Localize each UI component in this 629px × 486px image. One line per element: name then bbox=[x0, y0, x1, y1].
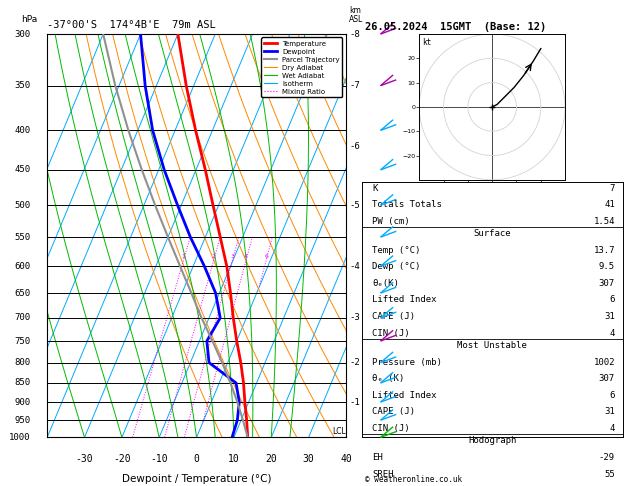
Text: 950: 950 bbox=[14, 416, 31, 425]
Text: PW (cm): PW (cm) bbox=[372, 217, 409, 226]
Text: 3: 3 bbox=[230, 254, 234, 259]
Text: -6: -6 bbox=[349, 142, 360, 151]
Text: -1: -1 bbox=[349, 398, 360, 407]
Text: 7: 7 bbox=[610, 184, 615, 192]
Text: CIN (J): CIN (J) bbox=[372, 329, 409, 338]
Legend: Temperature, Dewpoint, Parcel Trajectory, Dry Adiabat, Wet Adiabat, Isotherm, Mi: Temperature, Dewpoint, Parcel Trajectory… bbox=[261, 37, 342, 97]
Text: 500: 500 bbox=[14, 201, 31, 209]
Text: 26.05.2024  15GMT  (Base: 12): 26.05.2024 15GMT (Base: 12) bbox=[365, 21, 546, 32]
Text: 650: 650 bbox=[14, 289, 31, 297]
Text: 55: 55 bbox=[604, 469, 615, 479]
Text: 6: 6 bbox=[610, 391, 615, 400]
Text: 350: 350 bbox=[14, 81, 31, 90]
Text: Surface: Surface bbox=[474, 229, 511, 238]
Text: EH: EH bbox=[372, 453, 383, 462]
Text: -20: -20 bbox=[113, 453, 131, 464]
Text: Lifted Index: Lifted Index bbox=[372, 391, 437, 400]
Text: -4: -4 bbox=[349, 262, 360, 271]
Text: SREH: SREH bbox=[372, 469, 394, 479]
Text: 307: 307 bbox=[599, 279, 615, 288]
Text: Most Unstable: Most Unstable bbox=[457, 341, 527, 350]
Text: 9.5: 9.5 bbox=[599, 262, 615, 271]
Text: 307: 307 bbox=[599, 374, 615, 383]
Text: Dewpoint / Temperature (°C): Dewpoint / Temperature (°C) bbox=[122, 474, 271, 484]
Text: CAPE (J): CAPE (J) bbox=[372, 407, 415, 417]
Text: kt: kt bbox=[422, 38, 431, 48]
Text: -10: -10 bbox=[150, 453, 168, 464]
Text: 600: 600 bbox=[14, 262, 31, 271]
Text: Totals Totals: Totals Totals bbox=[372, 200, 442, 209]
Text: 4: 4 bbox=[610, 329, 615, 338]
Text: -29: -29 bbox=[599, 453, 615, 462]
Text: 400: 400 bbox=[14, 126, 31, 135]
Text: 1000: 1000 bbox=[9, 433, 31, 442]
Text: 300: 300 bbox=[14, 30, 31, 38]
Text: 30: 30 bbox=[303, 453, 314, 464]
Text: 2: 2 bbox=[211, 254, 216, 259]
Text: 700: 700 bbox=[14, 313, 31, 322]
Text: 13.7: 13.7 bbox=[593, 246, 615, 255]
Text: Mixing Ratio (g/kg): Mixing Ratio (g/kg) bbox=[383, 216, 392, 295]
Text: 4: 4 bbox=[610, 424, 615, 433]
Text: LCL: LCL bbox=[332, 427, 346, 436]
Text: -8: -8 bbox=[349, 30, 360, 38]
Text: 800: 800 bbox=[14, 358, 31, 367]
Text: CIN (J): CIN (J) bbox=[372, 424, 409, 433]
Text: 41: 41 bbox=[604, 200, 615, 209]
Text: -2: -2 bbox=[349, 358, 360, 367]
Text: 1.54: 1.54 bbox=[593, 217, 615, 226]
Text: θₑ (K): θₑ (K) bbox=[372, 374, 404, 383]
Text: -3: -3 bbox=[349, 313, 360, 322]
Text: 6: 6 bbox=[610, 295, 615, 304]
Text: Hodograph: Hodograph bbox=[468, 436, 516, 446]
Text: © weatheronline.co.uk: © weatheronline.co.uk bbox=[365, 474, 462, 484]
Text: K: K bbox=[372, 184, 377, 192]
Text: 550: 550 bbox=[14, 233, 31, 242]
Text: CAPE (J): CAPE (J) bbox=[372, 312, 415, 321]
Text: θₑ(K): θₑ(K) bbox=[372, 279, 399, 288]
Text: km
ASL: km ASL bbox=[349, 6, 363, 24]
Text: 450: 450 bbox=[14, 165, 31, 174]
Text: 1002: 1002 bbox=[593, 358, 615, 366]
Text: 850: 850 bbox=[14, 379, 31, 387]
Text: 900: 900 bbox=[14, 398, 31, 407]
Text: 31: 31 bbox=[604, 407, 615, 417]
Text: Lifted Index: Lifted Index bbox=[372, 295, 437, 304]
Text: 31: 31 bbox=[604, 312, 615, 321]
Text: 20: 20 bbox=[265, 453, 277, 464]
Text: -37°00'S  174°4B'E  79m ASL: -37°00'S 174°4B'E 79m ASL bbox=[47, 20, 216, 31]
Text: 4: 4 bbox=[244, 254, 248, 259]
Text: 40: 40 bbox=[340, 453, 352, 464]
Text: -5: -5 bbox=[349, 201, 360, 209]
Text: Pressure (mb): Pressure (mb) bbox=[372, 358, 442, 366]
Text: Temp (°C): Temp (°C) bbox=[372, 246, 421, 255]
Text: 750: 750 bbox=[14, 336, 31, 346]
Text: Dewp (°C): Dewp (°C) bbox=[372, 262, 421, 271]
Text: 0: 0 bbox=[194, 453, 199, 464]
Text: -7: -7 bbox=[349, 81, 360, 90]
Text: 1: 1 bbox=[182, 254, 186, 259]
Text: hPa: hPa bbox=[21, 15, 37, 24]
Text: 6: 6 bbox=[264, 254, 268, 259]
Text: -30: -30 bbox=[75, 453, 93, 464]
Text: 10: 10 bbox=[228, 453, 240, 464]
